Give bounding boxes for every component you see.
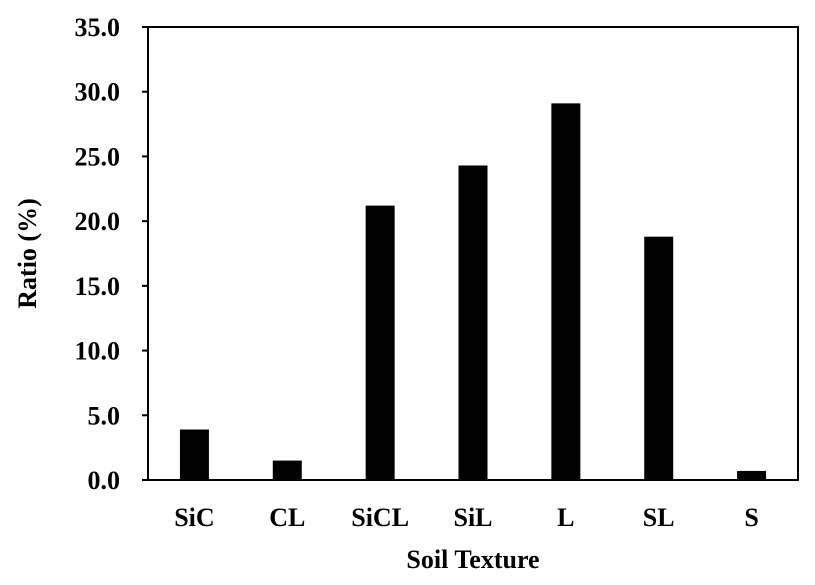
bar-s <box>737 470 767 480</box>
y-tick-label: 0.0 <box>88 466 121 495</box>
x-tick-label: SiC <box>174 503 214 532</box>
bars-layer <box>179 103 767 480</box>
y-tick-label: 25.0 <box>75 142 121 171</box>
plot-area-frame <box>147 26 799 481</box>
x-tick-label: SiL <box>453 503 492 532</box>
bar-sl <box>644 236 674 480</box>
y-tick-label: 35.0 <box>75 13 121 42</box>
y-tick-label: 30.0 <box>75 78 121 107</box>
y-tick-label: 20.0 <box>75 207 121 236</box>
x-axis-title: Soil Texture <box>406 545 539 574</box>
x-tick-label: S <box>744 503 758 532</box>
y-axis-title: Ratio (%) <box>13 198 42 308</box>
x-tick-label: SiCL <box>351 503 409 532</box>
x-axis-ticks: SiC CL SiCL SiL L SL S <box>174 503 759 532</box>
bar-cl <box>272 460 302 480</box>
x-tick-label: L <box>557 503 574 532</box>
bar-l <box>551 103 581 480</box>
bar-sil <box>458 165 488 480</box>
y-tick-label: 5.0 <box>88 401 121 430</box>
bar-sicl <box>365 205 395 480</box>
x-tick-label: SL <box>643 503 675 532</box>
bar-sic <box>179 429 209 480</box>
y-tick-label: 10.0 <box>75 337 121 366</box>
x-tick-label: CL <box>269 503 305 532</box>
y-tick-label: 15.0 <box>75 272 121 301</box>
y-axis-ticks: 0.0 5.0 10.0 15.0 20.0 25.0 30.0 35.0 <box>75 13 148 495</box>
